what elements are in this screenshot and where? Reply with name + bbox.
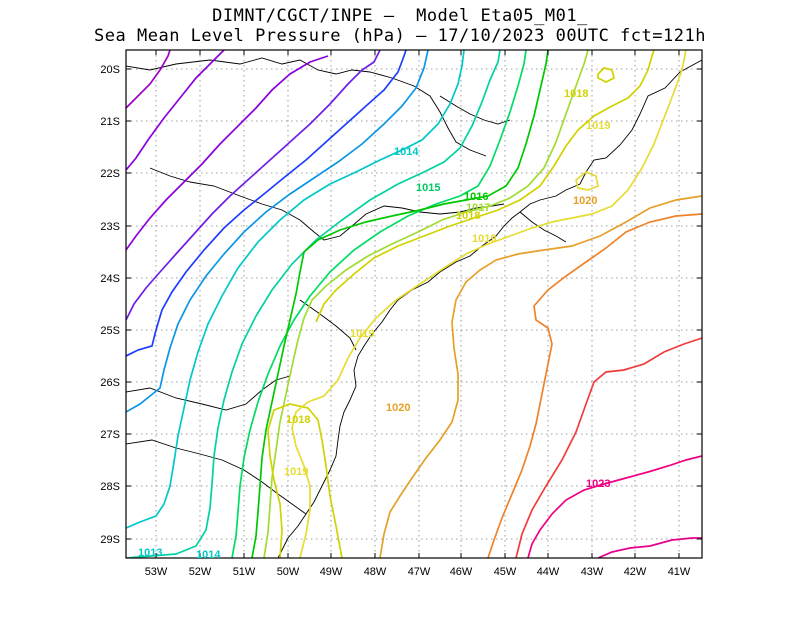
lat-label: 26S <box>100 377 120 389</box>
isobar-line <box>126 50 171 109</box>
longitude-axis: 53W 52W 51W 50W 49W 48W 47W 46W 45W 44W 43W 42W 41W <box>145 50 691 578</box>
contour-label: 1017 <box>466 202 490 214</box>
map-grid <box>126 50 702 558</box>
isobar-line <box>487 213 702 558</box>
contour-label: 1020 <box>386 402 410 414</box>
isobar-line <box>315 50 655 323</box>
lon-label: 50W <box>277 566 300 578</box>
lon-label: 51W <box>233 566 256 578</box>
isobar-line <box>597 67 615 83</box>
contour-label: 1018 <box>286 414 310 426</box>
isobar-line <box>231 50 527 558</box>
contour-label: 1023 <box>586 478 610 490</box>
isobar-line <box>291 50 687 558</box>
isobar-line <box>126 50 407 357</box>
contour-label: 1013 <box>138 547 162 559</box>
isobar-line <box>126 50 429 413</box>
contour-label: 1014 <box>196 549 221 561</box>
lat-label: 23S <box>100 221 120 233</box>
isobar-line <box>515 337 702 558</box>
lon-label: 42W <box>624 566 647 578</box>
lon-label: 52W <box>189 566 212 578</box>
title-line-1: DIMNT/CGCT/INPE – Model Eta05_M01_ <box>212 6 588 26</box>
isobar-line <box>597 537 702 558</box>
contour-label: 1015 <box>416 182 440 194</box>
lat-label: 27S <box>100 429 120 441</box>
coastline <box>126 57 702 558</box>
lon-label: 41W <box>668 566 691 578</box>
lon-label: 46W <box>450 566 473 578</box>
isobar-line <box>126 50 225 171</box>
lon-label: 49W <box>320 566 343 578</box>
isobar-line <box>126 50 501 558</box>
lon-label: 48W <box>364 566 387 578</box>
isobar-line <box>575 171 599 191</box>
contour-label: 1014 <box>394 146 419 158</box>
lon-label: 53W <box>145 566 168 578</box>
isobar-line <box>379 195 702 558</box>
isobar-line <box>527 455 702 558</box>
lat-label: 29S <box>100 534 120 546</box>
isobar-line <box>251 50 549 558</box>
lon-label: 47W <box>408 566 431 578</box>
isobar-line <box>126 50 465 529</box>
contour-label: 1019 <box>350 328 374 340</box>
contour-label: 1019 <box>472 233 496 245</box>
latitude-axis: 20S 21S 22S 23S 24S 25S 26S 27S 28S 29S <box>100 64 702 546</box>
contour-label: 1019 <box>586 120 610 132</box>
isobar-line <box>126 50 381 321</box>
lat-label: 28S <box>100 481 120 493</box>
contour-labels: 1013 101410141015101610171018101810181019… <box>138 88 610 561</box>
map-frame <box>125 49 703 559</box>
lat-label: 24S <box>100 273 120 285</box>
lat-label: 22S <box>100 168 120 180</box>
contour-label: 1016 <box>464 191 488 203</box>
lon-label: 45W <box>494 566 517 578</box>
contour-label: 1018 <box>456 210 480 222</box>
contour-label: 1019 <box>284 466 308 478</box>
lat-label: 21S <box>100 116 120 128</box>
title-line-2: Sea Mean Level Pressure (hPa) – 17/10/20… <box>94 26 706 46</box>
contour-label: 1018 <box>564 88 588 100</box>
isobar-line <box>263 50 589 558</box>
contour-label: 1020 <box>573 195 597 207</box>
lon-label: 44W <box>537 566 560 578</box>
lon-label: 43W <box>581 566 604 578</box>
lat-label: 20S <box>100 64 120 76</box>
isobar-line <box>267 403 343 558</box>
lat-label: 25S <box>100 325 120 337</box>
isobar-line <box>126 55 329 251</box>
